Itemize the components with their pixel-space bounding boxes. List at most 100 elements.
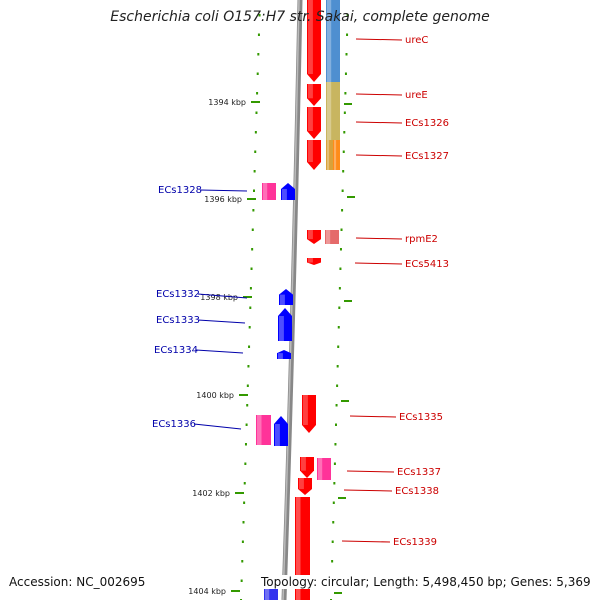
coordinate-tick-label: 1404 kbp <box>188 587 226 596</box>
tick-dot <box>341 209 344 212</box>
tick-dot <box>331 560 334 563</box>
coordinate-ticks: 1394 kbp 1396 kbp 1398 kbp 1400 kbp 1402 kbp… <box>188 98 260 596</box>
gene-ureC-shade <box>308 0 313 74</box>
tick-dot <box>334 443 337 446</box>
label-leader-line <box>355 154 403 157</box>
tick-dot <box>339 248 342 251</box>
tick-dash <box>338 497 346 499</box>
cog-track-rpmE2 <box>325 230 339 244</box>
label-leader-line <box>355 121 403 124</box>
cog-track-ECs1327-a-shade <box>327 140 330 170</box>
tick-dash <box>344 300 352 302</box>
tick-dash <box>334 592 342 594</box>
gene-label-ECs1328: ECs1328 <box>158 185 202 196</box>
coordinate-tick-mark <box>235 492 244 494</box>
gene-ECs1336-shade <box>275 424 280 446</box>
tick-dot <box>335 423 338 426</box>
cog-track-ureC <box>326 0 340 82</box>
label-leader-line <box>346 470 395 473</box>
label-leader-line <box>197 293 248 299</box>
cog-track-ureE-shade <box>327 82 332 140</box>
tick-dot <box>345 53 348 56</box>
tick-dot <box>251 228 254 231</box>
tick-dot <box>241 540 244 543</box>
gene-ureE-shade <box>308 84 313 99</box>
tick-dot <box>255 111 258 114</box>
tick-dot <box>249 306 252 309</box>
label-leader-line <box>349 415 397 418</box>
tick-dot <box>344 72 347 75</box>
tick-dot <box>243 501 246 504</box>
tick-dash <box>347 196 355 198</box>
tick-dot <box>344 92 347 95</box>
tick-dot <box>337 326 340 329</box>
tick-dot <box>257 33 260 36</box>
label-leader-line <box>355 237 403 240</box>
tick-dot <box>244 462 247 465</box>
gene-label-ECs1334: ECs1334 <box>154 345 198 356</box>
gene-ECs1337 <box>300 457 314 478</box>
gene-ECs5413-shade <box>308 258 313 263</box>
label-leader-line <box>355 93 403 96</box>
gene-label-ureC: ureC <box>405 35 428 46</box>
tick-dot <box>332 521 335 524</box>
coordinate-tick-label: 1400 kbp <box>196 391 234 400</box>
cog-track-ureE <box>326 82 340 140</box>
label-leader-line <box>343 489 393 492</box>
gene-ECs1333-shade <box>279 316 284 341</box>
gene-rpmE2 <box>307 230 321 244</box>
gene-rpmE2-shade <box>308 230 313 240</box>
gene-label-ECs5413: ECs5413 <box>405 259 449 270</box>
gene-ECs1338-shade <box>299 478 304 490</box>
tick-dot <box>256 72 259 75</box>
gene-label-ECs1335: ECs1335 <box>399 412 443 423</box>
coordinate-tick-mark <box>251 101 260 103</box>
gene-ECs1339-shade <box>296 497 301 600</box>
cog-track-ureC-shade <box>327 0 332 82</box>
gene-ECs1327 <box>307 140 321 170</box>
tick-dash <box>344 103 352 105</box>
label-leader-line <box>355 38 403 41</box>
tick-dot <box>245 423 248 426</box>
cog-track-ECs1327-b <box>333 140 340 170</box>
tick-dot <box>343 111 346 114</box>
cds-ECs1336-pink-shade <box>257 415 262 445</box>
cds-ECs1337-outer <box>317 458 331 480</box>
coordinate-tick-label: 1396 kbp <box>204 195 242 204</box>
coordinate-tick-mark <box>243 296 252 298</box>
tick-dot <box>241 560 244 563</box>
coordinate-tick-mark <box>247 198 256 200</box>
cds-ECs1336-pink <box>256 415 271 445</box>
tick-dot <box>335 404 338 407</box>
gene-label-ECs1336: ECs1336 <box>152 419 196 430</box>
tick-dot <box>339 267 342 270</box>
gene-label-ECs1337: ECs1337 <box>397 467 441 478</box>
tick-dot <box>257 53 260 56</box>
gene-ureE <box>307 84 321 106</box>
tick-dot <box>254 131 257 134</box>
gene-label-ECs1339: ECs1339 <box>393 537 437 548</box>
gene-ECs1326 <box>307 107 321 139</box>
gene-label-ECs1327: ECs1327 <box>405 151 449 162</box>
tick-dash <box>341 400 349 402</box>
gene-ECs1334 <box>277 350 291 359</box>
label-leader-line <box>197 319 246 324</box>
accession-text: Accession: NC_002695 <box>7 575 148 589</box>
gene-ECs1326-shade <box>308 107 313 131</box>
coordinate-tick-label: 1402 kbp <box>192 489 230 498</box>
label-leader-line <box>195 349 244 354</box>
coordinate-tick-label: 1394 kbp <box>208 98 246 107</box>
tick-dot <box>333 482 336 485</box>
gene-ECs1328-shade <box>282 188 287 200</box>
gene-ureC <box>307 0 321 82</box>
gene-label-ureE: ureE <box>405 90 428 101</box>
cog-track-rpmE2-shade <box>326 230 331 244</box>
gene-label-ECs1326: ECs1326 <box>405 118 449 129</box>
tick-dot <box>342 150 345 153</box>
gene-ECs1333 <box>278 308 292 341</box>
tick-dot <box>247 365 250 368</box>
gene-label-ECs1332: ECs1332 <box>156 289 200 300</box>
gene-ECs1339 <box>295 497 310 600</box>
gene-label-ECs1333: ECs1333 <box>156 315 200 326</box>
